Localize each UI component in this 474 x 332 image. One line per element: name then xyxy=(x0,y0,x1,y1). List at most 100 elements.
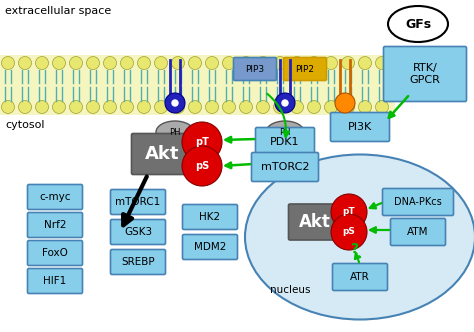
Circle shape xyxy=(155,56,167,69)
Circle shape xyxy=(325,101,337,114)
FancyBboxPatch shape xyxy=(182,234,237,260)
FancyBboxPatch shape xyxy=(234,57,276,80)
Circle shape xyxy=(172,100,178,106)
Text: extracellular space: extracellular space xyxy=(5,6,111,16)
Circle shape xyxy=(103,101,117,114)
Circle shape xyxy=(282,100,288,106)
Text: GSK3: GSK3 xyxy=(124,227,152,237)
FancyBboxPatch shape xyxy=(110,190,165,214)
Circle shape xyxy=(308,56,320,69)
FancyBboxPatch shape xyxy=(110,250,165,275)
Text: Akt: Akt xyxy=(299,213,331,231)
Circle shape xyxy=(18,56,31,69)
Circle shape xyxy=(70,101,82,114)
Circle shape xyxy=(358,101,372,114)
Circle shape xyxy=(182,122,222,162)
Text: pS: pS xyxy=(343,227,356,236)
Circle shape xyxy=(137,101,151,114)
Text: DNA-PKcs: DNA-PKcs xyxy=(394,197,442,207)
Text: ATR: ATR xyxy=(350,272,370,282)
Circle shape xyxy=(239,56,253,69)
FancyBboxPatch shape xyxy=(110,219,165,244)
Circle shape xyxy=(1,56,15,69)
FancyBboxPatch shape xyxy=(182,205,237,229)
Text: RTK/
GPCR: RTK/ GPCR xyxy=(410,63,440,85)
FancyBboxPatch shape xyxy=(252,152,319,182)
Text: c-myc: c-myc xyxy=(39,192,71,202)
Circle shape xyxy=(222,101,236,114)
FancyBboxPatch shape xyxy=(289,204,341,240)
Ellipse shape xyxy=(245,154,474,319)
Circle shape xyxy=(291,56,303,69)
FancyBboxPatch shape xyxy=(391,218,446,245)
Text: pS: pS xyxy=(195,161,209,171)
Circle shape xyxy=(155,101,167,114)
Ellipse shape xyxy=(388,6,448,42)
Circle shape xyxy=(189,101,201,114)
FancyBboxPatch shape xyxy=(131,133,192,175)
Circle shape xyxy=(341,56,355,69)
Text: mTORC2: mTORC2 xyxy=(261,162,309,172)
Circle shape xyxy=(358,56,372,69)
Circle shape xyxy=(308,101,320,114)
Circle shape xyxy=(1,101,15,114)
FancyBboxPatch shape xyxy=(330,113,390,141)
Circle shape xyxy=(375,101,389,114)
Text: pT: pT xyxy=(343,208,356,216)
Circle shape xyxy=(86,56,100,69)
Circle shape xyxy=(331,214,367,250)
Circle shape xyxy=(256,101,270,114)
Circle shape xyxy=(120,101,134,114)
Circle shape xyxy=(273,56,286,69)
FancyBboxPatch shape xyxy=(27,240,82,266)
Ellipse shape xyxy=(266,121,304,143)
Circle shape xyxy=(36,101,48,114)
Circle shape xyxy=(375,56,389,69)
Text: PI3K: PI3K xyxy=(348,122,372,132)
Circle shape xyxy=(273,101,286,114)
Circle shape xyxy=(53,101,65,114)
Text: nucleus: nucleus xyxy=(270,285,310,295)
Circle shape xyxy=(275,93,295,113)
Text: HK2: HK2 xyxy=(200,212,220,222)
Circle shape xyxy=(189,56,201,69)
Circle shape xyxy=(165,93,185,113)
Text: Nrf2: Nrf2 xyxy=(44,220,66,230)
Text: GFs: GFs xyxy=(405,18,431,31)
Circle shape xyxy=(18,101,31,114)
FancyBboxPatch shape xyxy=(27,212,82,237)
Text: PIP2: PIP2 xyxy=(295,64,315,73)
Circle shape xyxy=(36,56,48,69)
Circle shape xyxy=(182,146,222,186)
Circle shape xyxy=(137,56,151,69)
Ellipse shape xyxy=(156,121,194,143)
Text: FoxO: FoxO xyxy=(42,248,68,258)
Circle shape xyxy=(335,93,355,113)
Circle shape xyxy=(222,56,236,69)
Circle shape xyxy=(172,101,184,114)
FancyBboxPatch shape xyxy=(27,185,82,209)
Circle shape xyxy=(331,194,367,230)
FancyBboxPatch shape xyxy=(27,269,82,293)
Text: PH: PH xyxy=(169,127,181,136)
Text: cytosol: cytosol xyxy=(5,120,45,130)
Text: PH: PH xyxy=(279,127,291,136)
Text: PDK1: PDK1 xyxy=(270,137,300,147)
Circle shape xyxy=(206,101,219,114)
Text: MDM2: MDM2 xyxy=(194,242,226,252)
Circle shape xyxy=(291,101,303,114)
FancyBboxPatch shape xyxy=(255,127,315,156)
Circle shape xyxy=(239,101,253,114)
Circle shape xyxy=(341,101,355,114)
Text: mTORC1: mTORC1 xyxy=(115,197,161,207)
Circle shape xyxy=(103,56,117,69)
FancyBboxPatch shape xyxy=(283,57,327,80)
Bar xyxy=(0,55,395,115)
Circle shape xyxy=(86,101,100,114)
Text: PIP3: PIP3 xyxy=(246,64,264,73)
FancyBboxPatch shape xyxy=(332,264,388,290)
Text: ?: ? xyxy=(351,242,359,256)
Circle shape xyxy=(206,56,219,69)
Circle shape xyxy=(325,56,337,69)
Circle shape xyxy=(53,56,65,69)
